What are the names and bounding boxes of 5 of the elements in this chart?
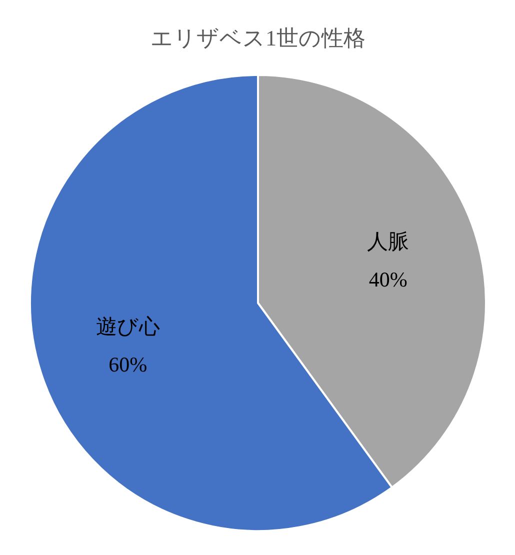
slice-label: 人脈 [367,230,410,254]
chart-title: エリザベス1世の性格 [150,26,366,50]
data-label: 60% [108,352,148,376]
data-label: 40% [368,268,408,292]
slice-label: 遊び心 [96,314,160,338]
